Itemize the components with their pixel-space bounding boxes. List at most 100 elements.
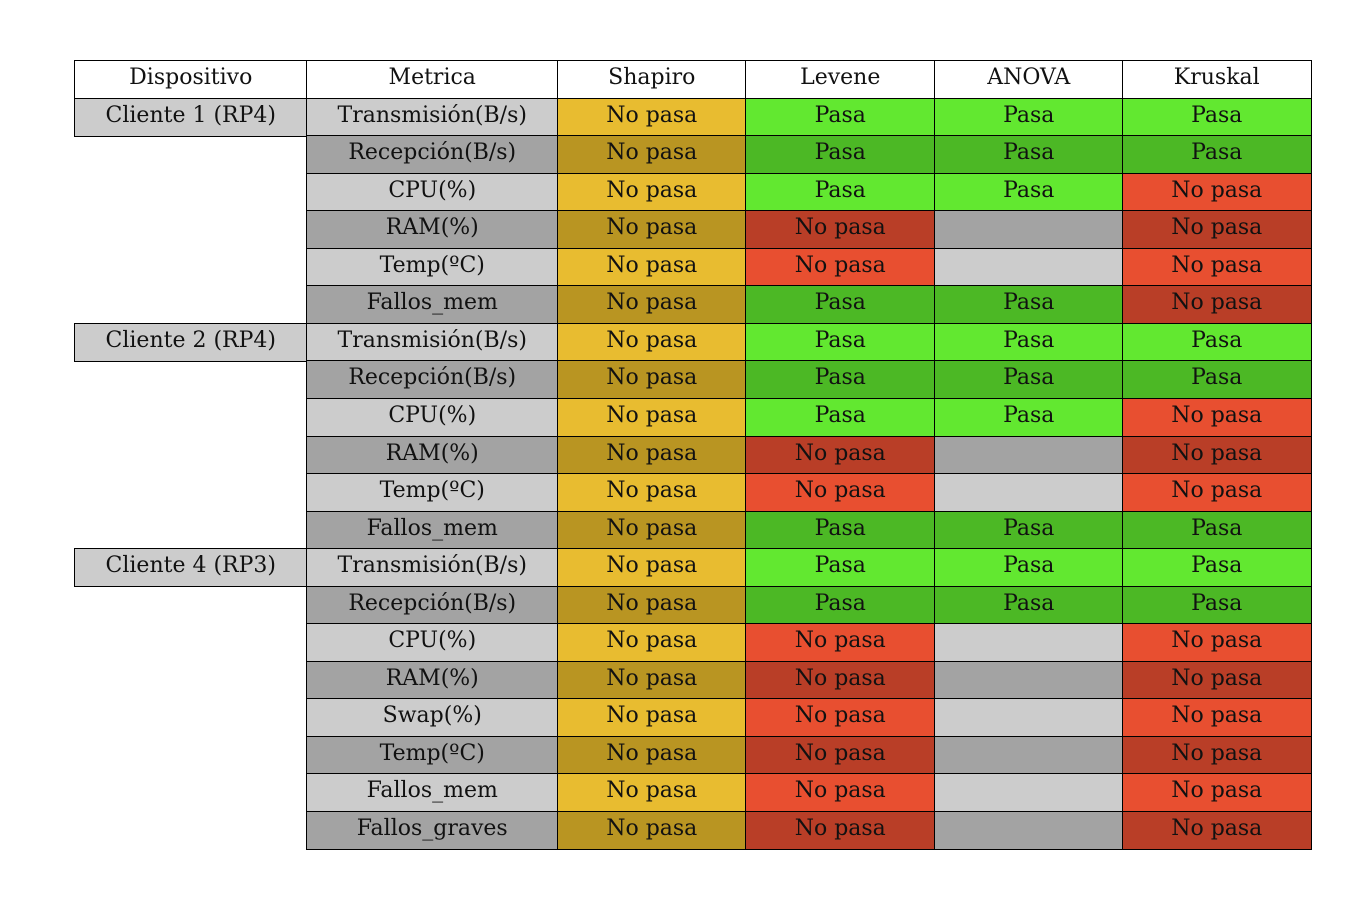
shapiro-result-cell-text: No pasa (606, 590, 698, 616)
kruskal-result-cell: No pasa (1122, 811, 1312, 851)
kruskal-result-cell: No pasa (1122, 773, 1312, 813)
anova-result-cell (934, 435, 1124, 475)
metric-cell-text: CPU(%) (388, 628, 477, 654)
shapiro-result-cell-text: No pasa (606, 628, 698, 654)
metric-cell-text: RAM(%) (385, 215, 479, 241)
header-dispositivo: Dispositivo (74, 60, 308, 100)
header-kruskal-text: Kruskal (1173, 65, 1260, 91)
shapiro-result-cell-text: No pasa (606, 478, 698, 504)
levene-result-cell-text: Pasa (814, 365, 866, 391)
levene-result-cell-text: No pasa (794, 440, 886, 466)
levene-result-cell: No pasa (745, 811, 936, 851)
device-cell: Cliente 2 (RP4) (74, 322, 308, 362)
metric-cell-text: Swap(%) (382, 703, 482, 729)
anova-result-cell (934, 735, 1124, 775)
metric-cell-text: Transmisión(B/s) (337, 553, 527, 579)
shapiro-result-cell: No pasa (557, 285, 747, 325)
levene-result-cell-text: No pasa (794, 215, 886, 241)
metric-cell-text: Fallos_mem (366, 778, 498, 804)
shapiro-result-cell: No pasa (557, 811, 747, 851)
levene-result-cell: Pasa (745, 135, 936, 175)
levene-result-cell-text: No pasa (794, 778, 886, 804)
kruskal-result-cell-text: No pasa (1171, 740, 1263, 766)
kruskal-result-cell: Pasa (1122, 585, 1312, 625)
anova-result-cell: Pasa (934, 585, 1124, 625)
anova-result-cell: Pasa (934, 548, 1124, 588)
header-anova: ANOVA (934, 60, 1124, 100)
kruskal-result-cell: Pasa (1122, 135, 1312, 175)
shapiro-result-cell-text: No pasa (606, 102, 698, 128)
shapiro-result-cell: No pasa (557, 210, 747, 250)
anova-result-cell (934, 247, 1124, 287)
shapiro-result-cell: No pasa (557, 698, 747, 738)
metric-cell-text: Fallos_graves (356, 816, 508, 842)
levene-result-cell-text: Pasa (814, 327, 866, 353)
shapiro-result-cell-text: No pasa (606, 515, 698, 541)
anova-result-cell: Pasa (934, 172, 1124, 212)
shapiro-result-cell-text: No pasa (606, 290, 698, 316)
anova-result-cell (934, 473, 1124, 513)
shapiro-result-cell: No pasa (557, 473, 747, 513)
kruskal-result-cell-text: No pasa (1171, 778, 1263, 804)
metric-cell-text: Temp(ºC) (379, 740, 485, 766)
kruskal-result-cell-text: No pasa (1171, 402, 1263, 428)
device-cell: Cliente 1 (RP4) (74, 97, 308, 137)
metric-cell-text: Temp(ºC) (379, 252, 485, 278)
kruskal-result-cell: No pasa (1122, 397, 1312, 437)
kruskal-result-cell: No pasa (1122, 247, 1312, 287)
metric-cell-text: Fallos_mem (366, 290, 498, 316)
shapiro-result-cell-text: No pasa (606, 703, 698, 729)
anova-result-cell (934, 773, 1124, 813)
metric-cell-text: CPU(%) (388, 177, 477, 203)
device-cell: Cliente 4 (RP3) (74, 548, 308, 588)
kruskal-result-cell-text: No pasa (1171, 703, 1263, 729)
anova-result-cell: Pasa (934, 285, 1124, 325)
levene-result-cell: No pasa (745, 473, 936, 513)
shapiro-result-cell-text: No pasa (606, 778, 698, 804)
shapiro-result-cell-text: No pasa (606, 252, 698, 278)
kruskal-result-cell: No pasa (1122, 210, 1312, 250)
levene-result-cell-text: No pasa (794, 665, 886, 691)
anova-result-cell: Pasa (934, 510, 1124, 550)
anova-result-cell: Pasa (934, 97, 1124, 137)
kruskal-result-cell: Pasa (1122, 510, 1312, 550)
metric-cell: Fallos_mem (306, 285, 559, 325)
shapiro-result-cell: No pasa (557, 135, 747, 175)
kruskal-result-cell-text: No pasa (1171, 252, 1263, 278)
kruskal-result-cell-text: No pasa (1171, 440, 1263, 466)
anova-result-cell: Pasa (934, 397, 1124, 437)
kruskal-result-cell-text: No pasa (1171, 177, 1263, 203)
levene-result-cell-text: No pasa (794, 478, 886, 504)
header-levene: Levene (745, 60, 936, 100)
anova-result-cell: Pasa (934, 322, 1124, 362)
shapiro-result-cell-text: No pasa (606, 665, 698, 691)
levene-result-cell: Pasa (745, 585, 936, 625)
metric-cell: CPU(%) (306, 172, 559, 212)
metric-cell-text: RAM(%) (385, 665, 479, 691)
kruskal-result-cell: No pasa (1122, 473, 1312, 513)
anova-result-cell (934, 660, 1124, 700)
metric-cell: Swap(%) (306, 698, 559, 738)
shapiro-result-cell: No pasa (557, 247, 747, 287)
header-shapiro-text: Shapiro (608, 65, 696, 91)
levene-result-cell-text: Pasa (814, 140, 866, 166)
levene-result-cell-text: No pasa (794, 628, 886, 654)
shapiro-result-cell-text: No pasa (606, 365, 698, 391)
metric-cell: Recepción(B/s) (306, 360, 559, 400)
kruskal-result-cell: Pasa (1122, 360, 1312, 400)
shapiro-result-cell-text: No pasa (606, 553, 698, 579)
header-metrica-text: Metrica (388, 65, 476, 91)
levene-result-cell: No pasa (745, 623, 936, 663)
anova-result-cell (934, 623, 1124, 663)
anova-result-cell: Pasa (934, 135, 1124, 175)
kruskal-result-cell: Pasa (1122, 322, 1312, 362)
kruskal-result-cell-text: No pasa (1171, 290, 1263, 316)
shapiro-result-cell-text: No pasa (606, 740, 698, 766)
results-table: Dispositivo Metrica Shapiro Levene ANOVA Krus… (74, 60, 1312, 851)
kruskal-result-cell: No pasa (1122, 285, 1312, 325)
kruskal-result-cell-text: No pasa (1171, 816, 1263, 842)
header-kruskal: Kruskal (1122, 60, 1312, 100)
anova-result-cell-text: Pasa (1003, 140, 1055, 166)
shapiro-result-cell: No pasa (557, 397, 747, 437)
metric-cell-text: RAM(%) (385, 440, 479, 466)
